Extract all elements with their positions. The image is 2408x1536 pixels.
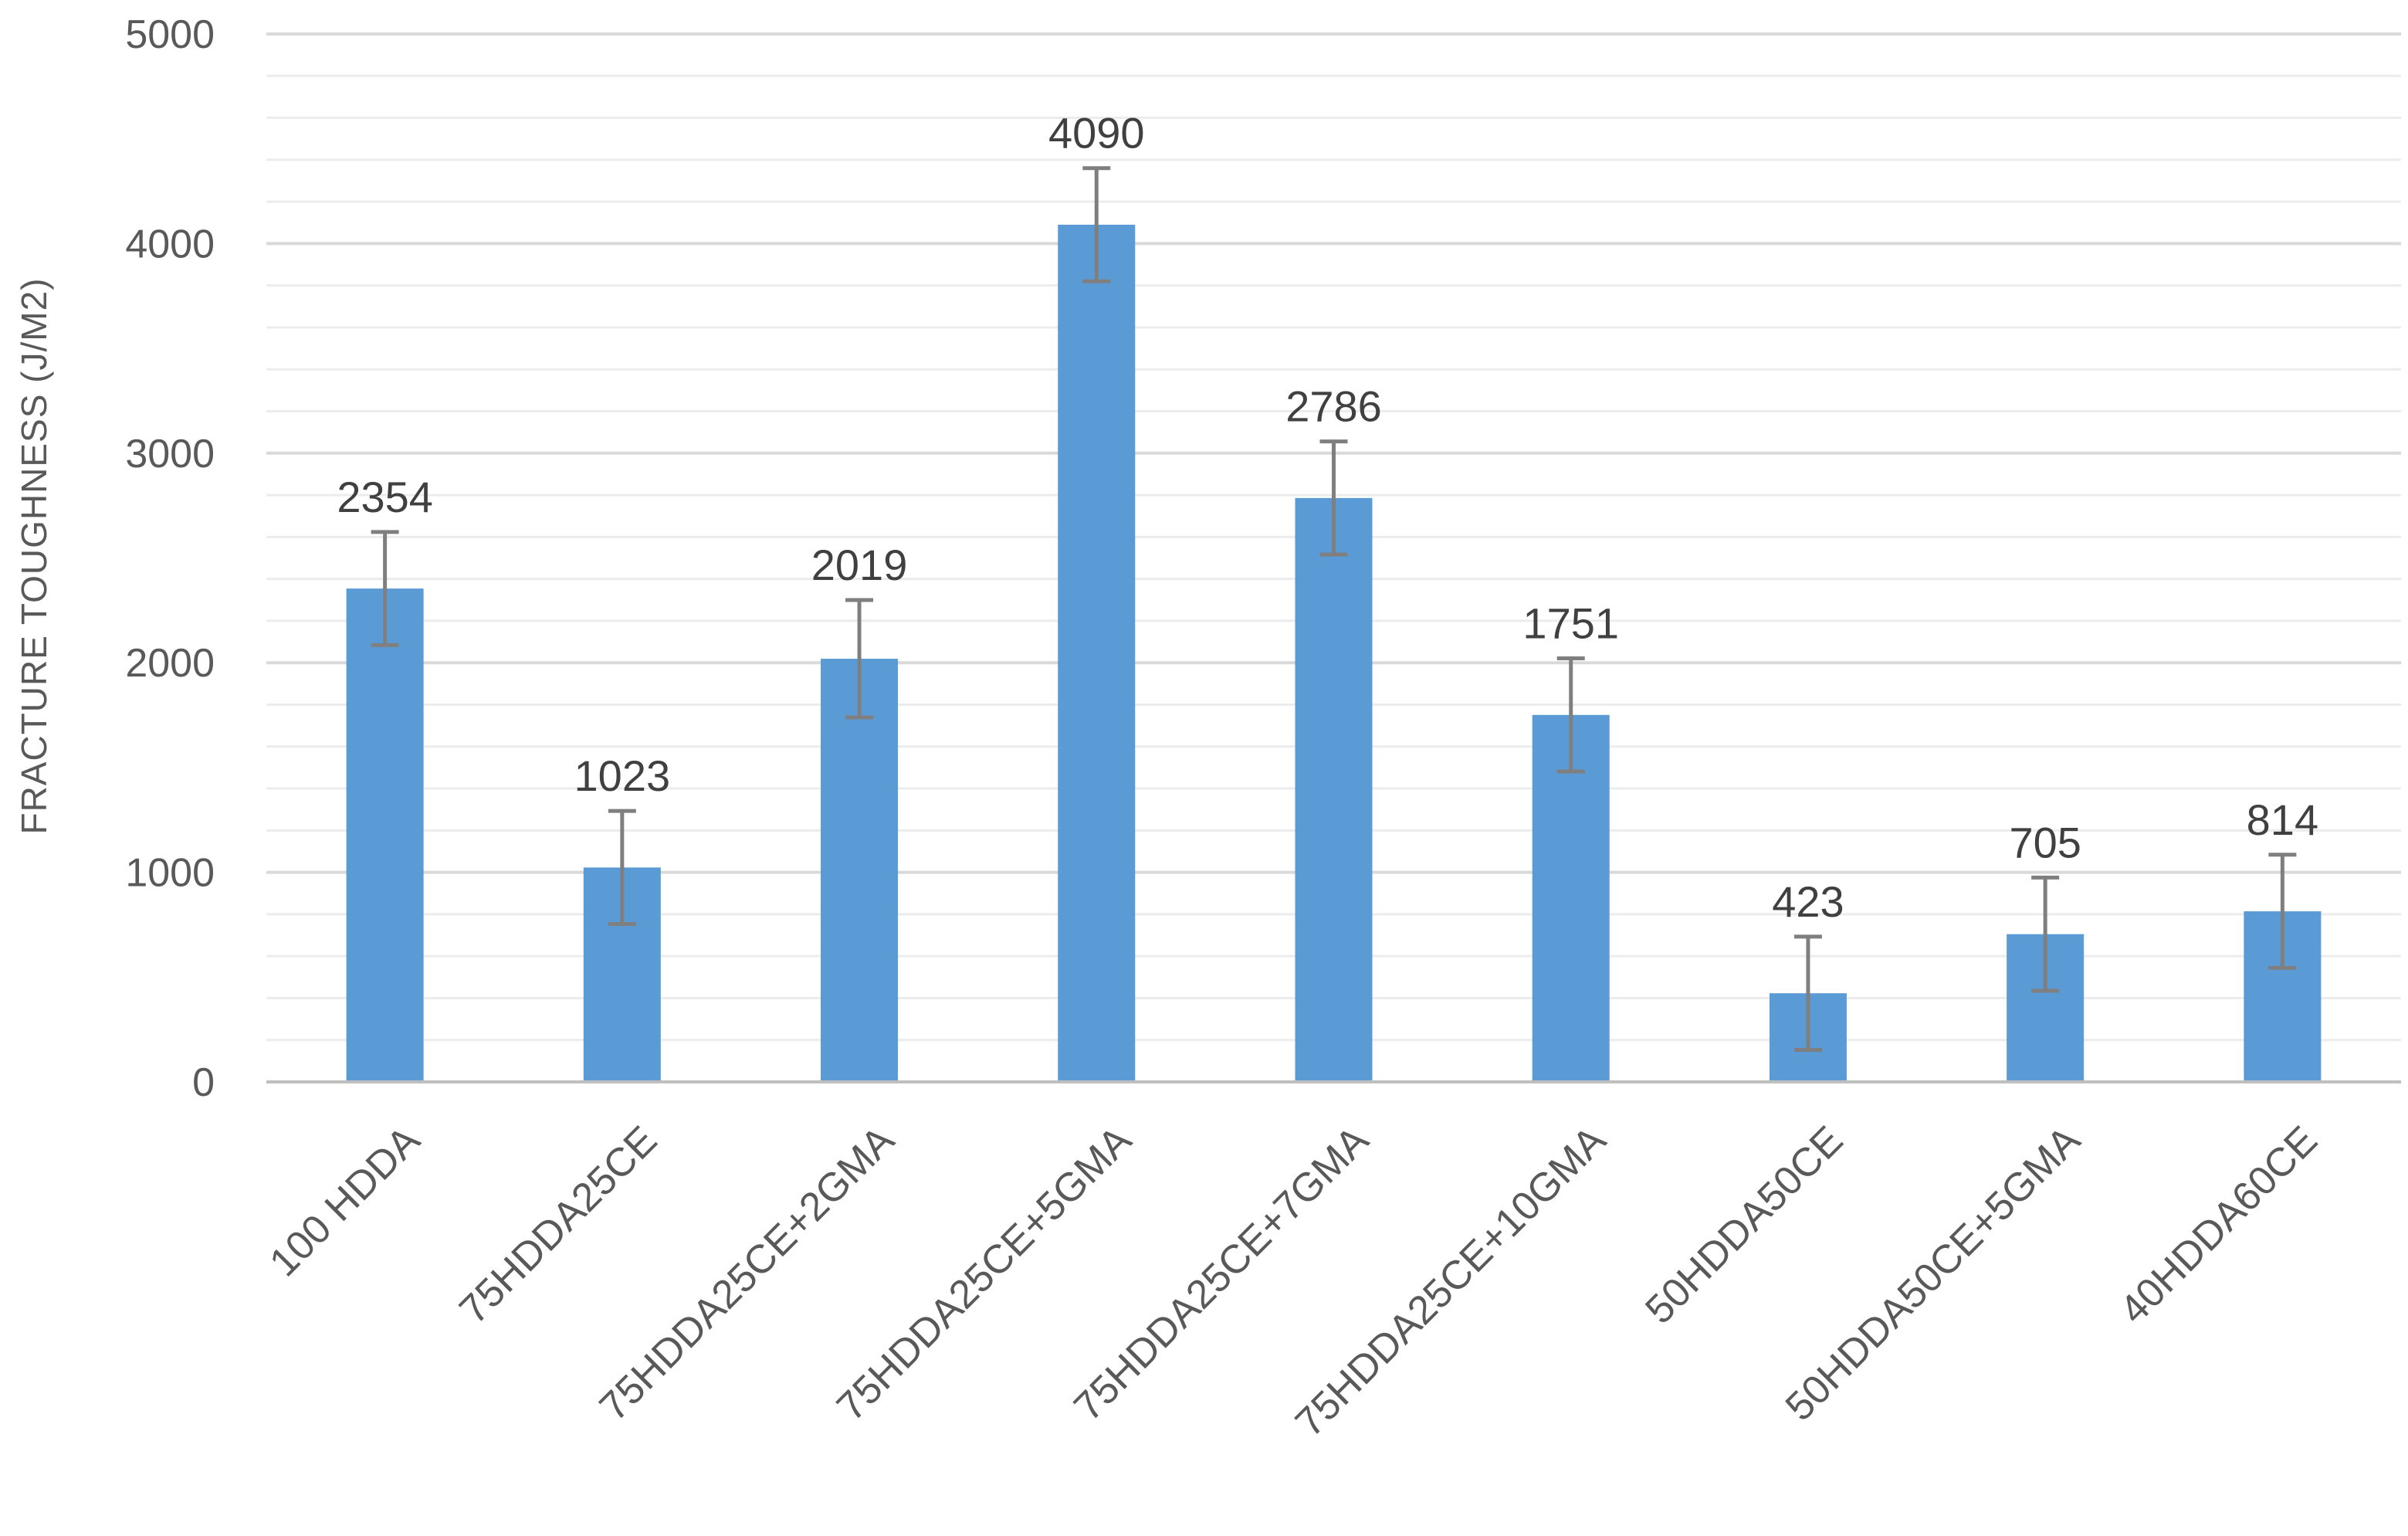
- y-axis-title: FRACTURE TOUGHNESS (J/M2): [14, 277, 54, 834]
- data-label: 4090: [1048, 109, 1145, 158]
- data-label: 705: [2009, 818, 2081, 866]
- y-axis-tick-labels: 0 1000 2000 3000 4000 5000: [125, 12, 215, 1105]
- data-label: 2019: [811, 541, 908, 589]
- y-tick-label: 2000: [125, 641, 215, 686]
- bar: [821, 659, 899, 1082]
- x-category-label: 75HDDA25CE: [451, 1117, 666, 1332]
- bar: [1295, 497, 1373, 1082]
- x-axis-category-labels: 100 HDDA 75HDDA25CE75HDDA25CE+2GMA75HDDA2…: [261, 1117, 2326, 1445]
- y-tick-label: 1000: [125, 851, 215, 896]
- x-category-label: 40HDDA60CE: [2112, 1117, 2326, 1332]
- x-category-label: 100 HDDA: [261, 1117, 428, 1285]
- data-label: 423: [1772, 877, 1844, 926]
- data-label: 1023: [574, 751, 671, 800]
- bar: [346, 588, 424, 1082]
- y-tick-label: 3000: [125, 432, 215, 476]
- data-labels: 2354 1023 2019 4090 2786 1751 423 705 814: [337, 109, 2318, 926]
- bars: [346, 224, 2322, 1082]
- y-tick-label: 5000: [125, 12, 215, 57]
- y-tick-label: 0: [192, 1060, 215, 1105]
- error-bars: [371, 166, 2297, 1052]
- data-label: 814: [2247, 795, 2318, 844]
- data-label: 1751: [1522, 599, 1619, 648]
- bar: [1058, 224, 1136, 1082]
- data-label: 2786: [1285, 382, 1382, 431]
- data-label: 2354: [337, 473, 433, 521]
- x-category-label: 50HDDA50CE: [1637, 1117, 1851, 1332]
- y-tick-label: 4000: [125, 222, 215, 266]
- bar: [1532, 714, 1610, 1082]
